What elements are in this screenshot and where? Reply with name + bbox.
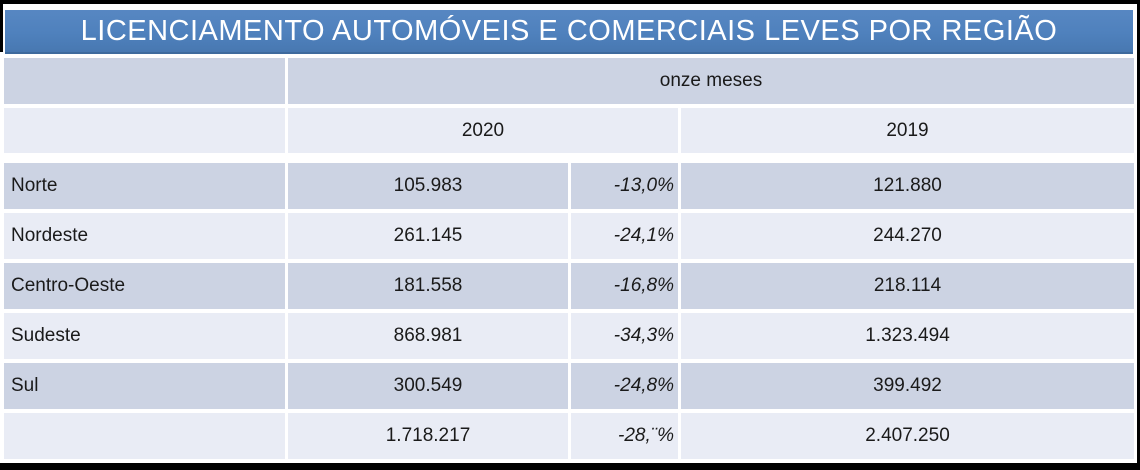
column-header-2020: 2020 [288,108,678,153]
table-row-norte: Norte 105.983 -13,0% 121.880 [4,163,1134,209]
pct-change: -24,8% [571,363,678,409]
value-2020: 181.558 [288,263,568,309]
value-2020: 261.145 [288,213,568,259]
page-title: LICENCIAMENTO AUTOMÓVEIS E COMERCIAIS LE… [80,14,1058,47]
value-2019: 2.407.250 [681,413,1134,459]
value-2019: 121.880 [681,163,1134,209]
value-2019: 244.270 [681,213,1134,259]
table-row-total: 1.718.217 -28,¨% 2.407.250 [4,413,1134,459]
table-row-sul: Sul 300.549 -24,8% 399.492 [4,363,1134,409]
value-2019: 399.492 [681,363,1134,409]
frame-border-top [0,0,1140,4]
region-label: Norte [4,163,285,209]
pct-change: -13,0% [571,163,678,209]
column-header-2019: 2019 [681,108,1134,153]
pct-change: -24,1% [571,213,678,259]
table-row-nordeste: Nordeste 261.145 -24,1% 244.270 [4,213,1134,259]
corner-cell-empty [4,108,285,153]
period-header-cell: onze meses [288,58,1134,104]
corner-cell-empty [4,58,285,104]
table-title-bar: LICENCIAMENTO AUTOMÓVEIS E COMERCIAIS LE… [5,10,1133,54]
region-label: Nordeste [4,213,285,259]
value-2019: 1.323.494 [681,313,1134,359]
value-2020: 868.981 [288,313,568,359]
value-2019: 218.114 [681,263,1134,309]
year-header-row: 2020 2019 [4,108,1134,153]
value-2020: 1.718.217 [288,413,568,459]
table-row-sudeste: Sudeste 868.981 -34,3% 1.323.494 [4,313,1134,359]
region-label: Sul [4,363,285,409]
pct-change: -34,3% [571,313,678,359]
pct-change: -28,¨% [571,413,678,459]
frame-border-bottom [0,463,1140,470]
region-label: Sudeste [4,313,285,359]
value-2020: 300.549 [288,363,568,409]
pct-change: -16,8% [571,263,678,309]
region-label: Centro-Oeste [4,263,285,309]
region-label-empty [4,413,285,459]
region-licensing-table: onze meses 2020 2019 Norte 105.983 -13,0… [4,58,1134,459]
frame-border-right [1137,0,1140,470]
table-row-centro-oeste: Centro-Oeste 181.558 -16,8% 218.114 [4,263,1134,309]
value-2020: 105.983 [288,163,568,209]
frame-border-left [0,0,3,52]
period-header-row: onze meses [4,58,1134,104]
